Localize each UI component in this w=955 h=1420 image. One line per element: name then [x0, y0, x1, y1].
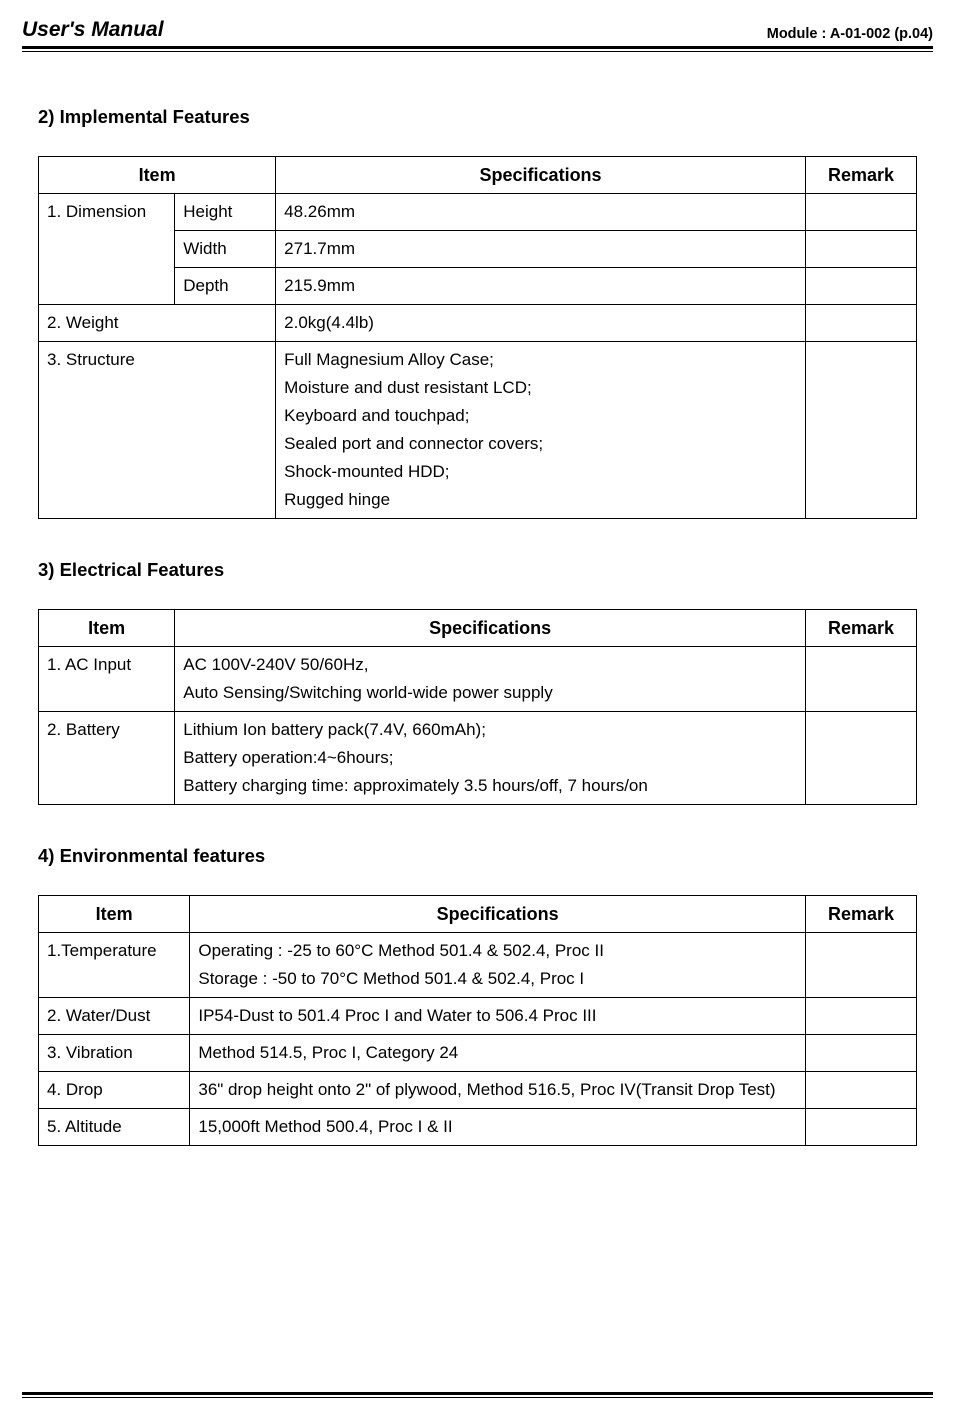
table-row: 1. Dimension Height 48.26mm [39, 194, 917, 231]
cell-spec: Operating : -25 to 60°C Method 501.4 & 5… [190, 933, 806, 998]
footer-rule [22, 1392, 933, 1398]
page: User's Manual Module : A-01-002 (p.04) 2… [0, 0, 955, 1420]
cell-item: 2. Battery [39, 712, 175, 805]
cell-spec: Lithium Ion battery pack(7.4V, 660mAh); … [175, 712, 806, 805]
th-spec: Specifications [190, 896, 806, 933]
cell-subitem: Width [175, 231, 276, 268]
cell-item: 1. AC Input [39, 647, 175, 712]
table-header-row: Item Specifications Remark [39, 157, 917, 194]
cell-item: 5. Altitude [39, 1109, 190, 1146]
cell-item: 4. Drop [39, 1072, 190, 1109]
cell-subitem: Height [175, 194, 276, 231]
page-header: User's Manual Module : A-01-002 (p.04) [22, 18, 933, 44]
cell-spec: 36" drop height onto 2" of plywood, Meth… [190, 1072, 806, 1109]
cell-spec: 271.7mm [276, 231, 806, 268]
th-spec: Specifications [175, 610, 806, 647]
th-remark: Remark [805, 610, 916, 647]
cell-remark [805, 342, 916, 519]
header-title-left: User's Manual [22, 18, 164, 42]
cell-spec: AC 100V-240V 50/60Hz, Auto Sensing/Switc… [175, 647, 806, 712]
cell-item: 3. Structure [39, 342, 276, 519]
section-3-title: 3) Electrical Features [38, 559, 917, 581]
table-environmental: Item Specifications Remark 1.Temperature… [38, 895, 917, 1146]
cell-spec: 215.9mm [276, 268, 806, 305]
cell-remark [805, 194, 916, 231]
table-row: 2. Battery Lithium Ion battery pack(7.4V… [39, 712, 917, 805]
cell-remark [805, 998, 916, 1035]
cell-remark [805, 305, 916, 342]
table-row: 3. Vibration Method 514.5, Proc I, Categ… [39, 1035, 917, 1072]
cell-remark [805, 1072, 916, 1109]
table-electrical: Item Specifications Remark 1. AC Input A… [38, 609, 917, 805]
cell-remark [805, 268, 916, 305]
cell-spec: Full Magnesium Alloy Case; Moisture and … [276, 342, 806, 519]
cell-remark [805, 231, 916, 268]
table-row: 4. Drop 36" drop height onto 2" of plywo… [39, 1072, 917, 1109]
cell-item: 1.Temperature [39, 933, 190, 998]
cell-spec: 2.0kg(4.4lb) [276, 305, 806, 342]
cell-spec: 15,000ft Method 500.4, Proc I & II [190, 1109, 806, 1146]
cell-item: 2. Water/Dust [39, 998, 190, 1035]
table-row: 1.Temperature Operating : -25 to 60°C Me… [39, 933, 917, 998]
th-item: Item [39, 157, 276, 194]
th-item: Item [39, 610, 175, 647]
cell-subitem: Depth [175, 268, 276, 305]
table-row: 3. Structure Full Magnesium Alloy Case; … [39, 342, 917, 519]
cell-spec: IP54-Dust to 501.4 Proc I and Water to 5… [190, 998, 806, 1035]
cell-item: 2. Weight [39, 305, 276, 342]
cell-remark [805, 712, 916, 805]
cell-item: 3. Vibration [39, 1035, 190, 1072]
cell-item: 1. Dimension [39, 194, 175, 305]
table-implemental: Item Specifications Remark 1. Dimension … [38, 156, 917, 519]
cell-remark [805, 1035, 916, 1072]
cell-remark [805, 933, 916, 998]
cell-remark [805, 647, 916, 712]
cell-spec: Method 514.5, Proc I, Category 24 [190, 1035, 806, 1072]
th-remark: Remark [805, 896, 916, 933]
header-title-right: Module : A-01-002 (p.04) [767, 26, 933, 42]
cell-remark [805, 1109, 916, 1146]
table-row: 5. Altitude 15,000ft Method 500.4, Proc … [39, 1109, 917, 1146]
th-spec: Specifications [276, 157, 806, 194]
section-4-title: 4) Environmental features [38, 845, 917, 867]
th-item: Item [39, 896, 190, 933]
content-area: 2) Implemental Features Item Specificati… [22, 52, 933, 1146]
cell-spec: 48.26mm [276, 194, 806, 231]
table-row: 2. Water/Dust IP54-Dust to 501.4 Proc I … [39, 998, 917, 1035]
table-row: 2. Weight 2.0kg(4.4lb) [39, 305, 917, 342]
th-remark: Remark [805, 157, 916, 194]
section-2-title: 2) Implemental Features [38, 106, 917, 128]
table-row: 1. AC Input AC 100V-240V 50/60Hz, Auto S… [39, 647, 917, 712]
table-header-row: Item Specifications Remark [39, 896, 917, 933]
table-header-row: Item Specifications Remark [39, 610, 917, 647]
